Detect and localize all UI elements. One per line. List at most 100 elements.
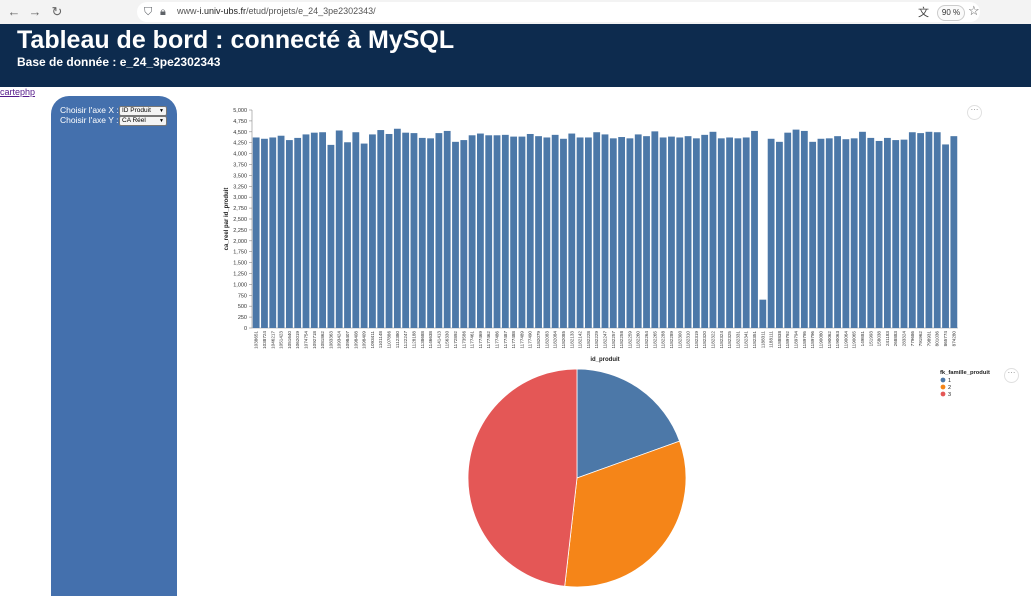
url-text[interactable]: www-i.univ-ubs.fr/etud/projets/e_24_3pe2…: [177, 6, 376, 16]
x-tick-label: 1156330: [445, 331, 450, 349]
y-axis-title: ca_reel par id_produit: [224, 188, 230, 251]
bar: [460, 140, 468, 328]
bar: [427, 138, 434, 328]
x-tick-label: 1188311: [760, 331, 765, 349]
zoom-level-badge[interactable]: 90 %: [937, 5, 965, 21]
y-axis-select-value: CA Réel: [122, 116, 146, 124]
x-tick-label: 1182324: [719, 331, 724, 349]
bar: [601, 134, 609, 328]
shield-icon[interactable]: ⛉: [144, 6, 153, 18]
bar: [551, 134, 559, 328]
bookmark-star-icon[interactable]: ☆: [968, 3, 980, 18]
lock-icon[interactable]: 🔒︎: [160, 6, 166, 18]
x-tick-label: 149881: [860, 331, 865, 347]
translate-icon[interactable]: 文: [918, 7, 929, 19]
x-tick-label: 1189796: [810, 331, 815, 349]
bar: [717, 138, 725, 328]
forward-arrow-icon[interactable]: →: [28, 4, 42, 19]
x-tick-label: 1182322: [710, 331, 715, 349]
x-tick-label: 1081862: [320, 331, 325, 349]
bar: [659, 137, 667, 328]
x-tick-label: 1141413: [436, 331, 441, 349]
x-tick-label: 1182142: [578, 331, 583, 349]
bar: [742, 137, 750, 328]
x-axis-select[interactable]: ID Produit ▼: [119, 105, 167, 116]
bar: [485, 135, 493, 328]
bar: [817, 138, 825, 328]
bar: [867, 137, 875, 328]
x-tick-label: 865774: [943, 331, 948, 347]
x-tick-label: 1177469: [478, 331, 483, 349]
bar: [452, 141, 459, 328]
x-axis-selector-row: Choisir l'axe X : ID Produit ▼: [60, 105, 167, 116]
bar: [726, 137, 733, 328]
legend-title: fk_famille_produit: [940, 370, 990, 376]
bar: [933, 132, 941, 328]
chart-actions-menu-icon[interactable]: ⋯: [1004, 368, 1019, 383]
bar: [668, 136, 675, 328]
bar: [709, 131, 717, 328]
x-tick-label: 1182257: [611, 331, 616, 349]
x-tick-label: 1172892: [453, 331, 458, 349]
x-tick-label: 1112380: [395, 331, 400, 349]
bar: [634, 134, 642, 328]
x-tick-label: 1074754: [303, 331, 308, 349]
x-tick-label: 1182259: [627, 331, 632, 349]
x-tick-label: 1051640: [287, 331, 292, 349]
bar: [942, 144, 949, 328]
bar: [435, 133, 443, 328]
bar: [917, 133, 925, 328]
bar: [535, 136, 542, 328]
bar: [767, 138, 775, 328]
x-tick-label: 1092718: [312, 331, 317, 349]
x-tick-label: 1182300: [677, 331, 682, 349]
bar: [261, 138, 268, 328]
chart-actions-menu-icon[interactable]: ⋯: [967, 105, 982, 120]
x-tick-label: 241183: [885, 331, 890, 346]
bar: [684, 136, 692, 328]
bar: [751, 130, 758, 328]
bar: [950, 136, 958, 328]
bar: [385, 133, 393, 328]
x-tick-label: 1182247: [603, 331, 608, 349]
bar: [526, 133, 534, 328]
x-tick-label: 1182288: [661, 331, 666, 349]
x-tick-label: 283324: [902, 331, 907, 347]
bar: [609, 138, 617, 328]
x-tick-label: 874280: [951, 331, 956, 347]
x-tick-label: 1182265: [652, 331, 657, 349]
x-tick-label: 1177461: [470, 331, 475, 349]
y-axis-label: Choisir l'axe Y :: [60, 115, 119, 125]
x-tick-label: 1122247: [403, 331, 408, 349]
x-tick-label: 1182133: [569, 331, 574, 349]
reload-icon[interactable]: ↻: [51, 4, 63, 19]
bar: [335, 130, 343, 328]
bar: [393, 128, 401, 328]
bar: [344, 142, 351, 328]
x-tick-label: 1190062: [827, 331, 832, 349]
address-bar[interactable]: ⛉ 🔒︎ www-i.univ-ubs.fr/etud/projets/e_24…: [137, 2, 980, 22]
y-tick-label: 4,750: [233, 119, 247, 125]
x-tick-label: 1182229: [594, 331, 599, 349]
legend-swatch: [940, 377, 946, 383]
y-axis-select[interactable]: CA Réel ▼: [119, 115, 167, 126]
y-tick-label: 4,250: [233, 141, 247, 147]
x-tick-label: 1182085: [561, 331, 566, 349]
cartephp-link[interactable]: cartephp: [0, 87, 36, 97]
x-tick-label: 1177490: [528, 331, 533, 349]
x-tick-label: 798931: [926, 331, 931, 347]
bar: [269, 137, 277, 328]
x-tick-label: 1182325: [727, 331, 732, 349]
back-arrow-icon[interactable]: ←: [7, 4, 21, 19]
bar: [402, 132, 410, 328]
bar: [327, 144, 335, 328]
y-tick-label: 2,000: [233, 239, 247, 245]
x-tick-label: 1190064: [843, 331, 848, 349]
x-tick-label: 1182260: [636, 331, 641, 349]
x-tick-label: 1182084: [553, 331, 558, 349]
x-tick-label: 1098407: [345, 331, 350, 349]
x-tick-label: 1107886: [387, 331, 392, 349]
bar: [294, 137, 302, 328]
bar: [468, 135, 476, 328]
bar: [377, 130, 385, 328]
